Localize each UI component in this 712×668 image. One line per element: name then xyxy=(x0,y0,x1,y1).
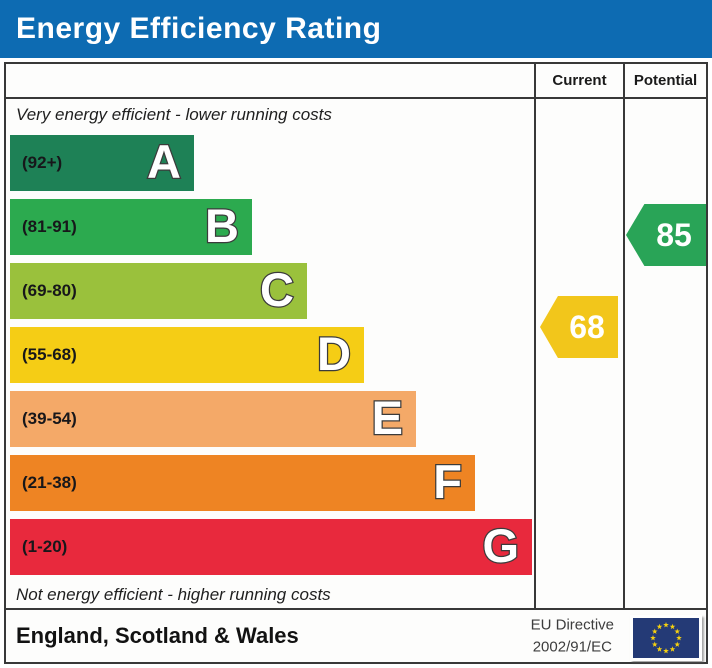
potential-rating-value: 85 xyxy=(656,216,692,253)
band-letter: G xyxy=(481,518,520,574)
band-letter: D xyxy=(316,326,352,382)
band-e: (39-54) E xyxy=(10,390,416,447)
band-range-label: (21-38) xyxy=(22,473,77,492)
chart-title: Energy Efficiency Rating xyxy=(16,12,382,45)
band-a: (92+) A xyxy=(10,134,194,191)
header-row-divider xyxy=(6,97,706,99)
footer-divider xyxy=(6,608,706,610)
band-letter: A xyxy=(146,134,182,190)
column-header-current: Current xyxy=(552,72,607,89)
band-letter: F xyxy=(432,454,463,510)
eu-flag-icon xyxy=(630,615,702,661)
band-b: (81-91) B xyxy=(10,198,252,255)
band-c: (69-80) C xyxy=(10,262,307,319)
eu-directive-label: EU Directive 2002/91/EC xyxy=(531,614,614,658)
band-range-label: (92+) xyxy=(22,153,63,172)
current-rating-value: 68 xyxy=(569,308,605,345)
rating-bands: (92+) A (81-91) B (69-80) C (55-68) D (39-54) E (2… xyxy=(10,134,532,583)
band-range-label: (69-80) xyxy=(22,281,77,300)
current-rating-marker: 68 xyxy=(540,296,618,358)
band-d: (55-68) D xyxy=(10,326,364,383)
eu-directive-line2: 2002/91/EC xyxy=(532,638,612,655)
band-letter: C xyxy=(259,262,295,318)
band-f: (21-38) F xyxy=(10,454,475,511)
note-not-efficient: Not energy efficient - higher running co… xyxy=(16,585,331,604)
eu-directive-line1: EU Directive xyxy=(530,616,614,634)
potential-rating-marker: 85 xyxy=(626,204,706,266)
column-header-potential: Potential xyxy=(633,72,698,89)
column-divider-current xyxy=(534,64,536,610)
band-g: (1-20) G xyxy=(10,518,532,575)
band-range-label: (81-91) xyxy=(22,217,77,236)
chart-header: Energy Efficiency Rating xyxy=(0,0,712,58)
band-range-label: (1-20) xyxy=(22,537,68,556)
band-letter: B xyxy=(204,198,240,254)
chart-footer: England, Scotland & Wales EU Directive 2… xyxy=(6,610,706,662)
band-letter: E xyxy=(370,390,404,446)
region-label: England, Scotland & Wales xyxy=(16,623,299,648)
band-range-label: (55-68) xyxy=(22,345,77,364)
note-very-efficient: Very energy efficient - lower running co… xyxy=(16,105,332,124)
chart-frame: Current Potential Very energy efficient … xyxy=(4,62,708,664)
column-divider-potential xyxy=(623,64,625,610)
band-range-label: (39-54) xyxy=(22,409,77,428)
